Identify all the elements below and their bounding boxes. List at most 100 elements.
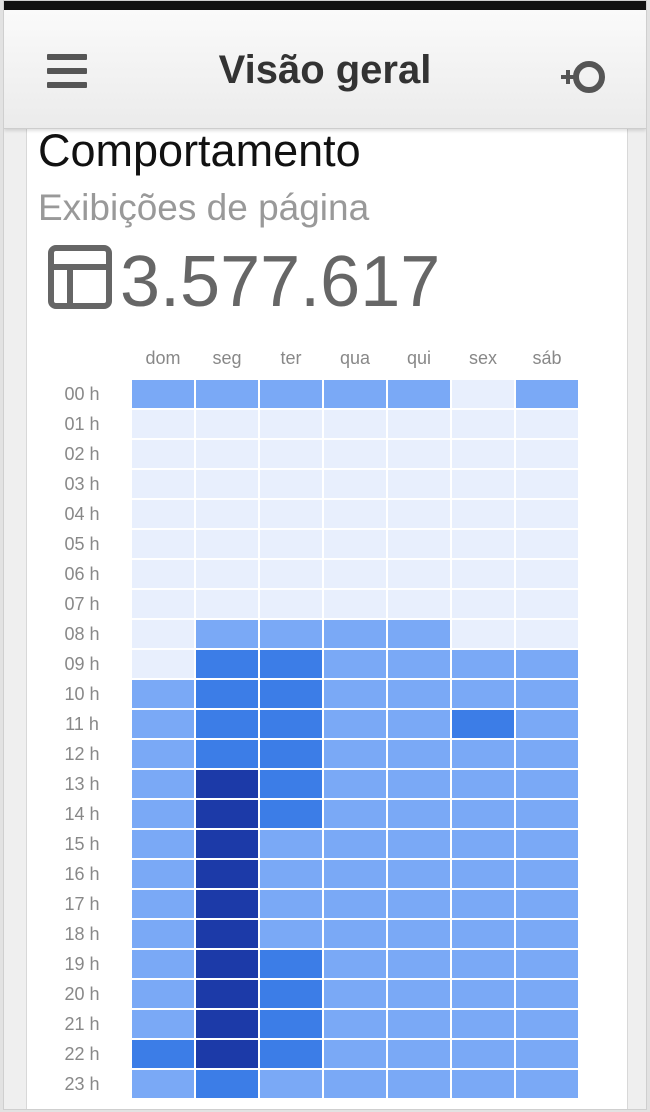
heatmap-cell[interactable] xyxy=(388,440,450,468)
heatmap-cell[interactable] xyxy=(324,740,386,768)
heatmap-cell[interactable] xyxy=(260,530,322,558)
heatmap-cell[interactable] xyxy=(196,380,258,408)
heatmap-cell[interactable] xyxy=(516,980,578,1008)
heatmap-cell[interactable] xyxy=(132,620,194,648)
heatmap-cell[interactable] xyxy=(516,920,578,948)
heatmap-cell[interactable] xyxy=(516,590,578,618)
heatmap-cell[interactable] xyxy=(260,590,322,618)
heatmap-cell[interactable] xyxy=(132,1070,194,1098)
heatmap-cell[interactable] xyxy=(452,560,514,588)
heatmap-cell[interactable] xyxy=(324,650,386,678)
heatmap-cell[interactable] xyxy=(516,560,578,588)
heatmap-cell[interactable] xyxy=(132,1010,194,1038)
heatmap-cell[interactable] xyxy=(452,950,514,978)
heatmap-cell[interactable] xyxy=(452,470,514,498)
heatmap-cell[interactable] xyxy=(452,650,514,678)
heatmap-cell[interactable] xyxy=(196,830,258,858)
heatmap-cell[interactable] xyxy=(196,980,258,1008)
heatmap-cell[interactable] xyxy=(260,800,322,828)
heatmap-cell[interactable] xyxy=(516,410,578,438)
heatmap-cell[interactable] xyxy=(132,470,194,498)
heatmap-cell[interactable] xyxy=(260,470,322,498)
heatmap-cell[interactable] xyxy=(516,800,578,828)
heatmap-cell[interactable] xyxy=(132,980,194,1008)
heatmap-cell[interactable] xyxy=(516,710,578,738)
heatmap-cell[interactable] xyxy=(260,890,322,918)
heatmap-cell[interactable] xyxy=(324,860,386,888)
heatmap-cell[interactable] xyxy=(132,410,194,438)
heatmap-cell[interactable] xyxy=(388,680,450,708)
heatmap-cell[interactable] xyxy=(196,890,258,918)
heatmap-cell[interactable] xyxy=(388,500,450,528)
heatmap-cell[interactable] xyxy=(132,590,194,618)
heatmap-cell[interactable] xyxy=(324,680,386,708)
heatmap-cell[interactable] xyxy=(196,860,258,888)
heatmap-cell[interactable] xyxy=(132,920,194,948)
heatmap-cell[interactable] xyxy=(132,770,194,798)
heatmap-cell[interactable] xyxy=(132,950,194,978)
heatmap-cell[interactable] xyxy=(196,470,258,498)
heatmap-cell[interactable] xyxy=(260,950,322,978)
heatmap-cell[interactable] xyxy=(260,740,322,768)
heatmap-cell[interactable] xyxy=(324,560,386,588)
heatmap-cell[interactable] xyxy=(516,770,578,798)
hamburger-menu-icon[interactable] xyxy=(47,54,87,88)
heatmap-cell[interactable] xyxy=(452,860,514,888)
heatmap-cell[interactable] xyxy=(260,770,322,798)
heatmap-cell[interactable] xyxy=(132,680,194,708)
heatmap-cell[interactable] xyxy=(324,770,386,798)
heatmap-cell[interactable] xyxy=(132,830,194,858)
heatmap-cell[interactable] xyxy=(260,920,322,948)
heatmap-cell[interactable] xyxy=(388,950,450,978)
heatmap-cell[interactable] xyxy=(260,1070,322,1098)
add-widget-icon[interactable] xyxy=(559,57,609,97)
heatmap-cell[interactable] xyxy=(196,530,258,558)
heatmap-cell[interactable] xyxy=(388,920,450,948)
heatmap-cell[interactable] xyxy=(324,830,386,858)
heatmap-cell[interactable] xyxy=(324,440,386,468)
heatmap-cell[interactable] xyxy=(516,1070,578,1098)
heatmap-cell[interactable] xyxy=(452,920,514,948)
heatmap-cell[interactable] xyxy=(260,1040,322,1068)
heatmap-cell[interactable] xyxy=(132,500,194,528)
heatmap-cell[interactable] xyxy=(196,410,258,438)
heatmap-cell[interactable] xyxy=(324,410,386,438)
heatmap-cell[interactable] xyxy=(324,710,386,738)
heatmap-cell[interactable] xyxy=(516,950,578,978)
heatmap-cell[interactable] xyxy=(260,650,322,678)
heatmap-cell[interactable] xyxy=(132,860,194,888)
heatmap-cell[interactable] xyxy=(324,920,386,948)
heatmap-cell[interactable] xyxy=(324,500,386,528)
heatmap-cell[interactable] xyxy=(452,890,514,918)
heatmap-cell[interactable] xyxy=(516,500,578,528)
heatmap-cell[interactable] xyxy=(452,1070,514,1098)
heatmap-cell[interactable] xyxy=(324,620,386,648)
heatmap-cell[interactable] xyxy=(388,650,450,678)
heatmap-cell[interactable] xyxy=(516,470,578,498)
heatmap-cell[interactable] xyxy=(132,890,194,918)
heatmap-cell[interactable] xyxy=(452,980,514,1008)
heatmap-cell[interactable] xyxy=(452,530,514,558)
heatmap-cell[interactable] xyxy=(132,710,194,738)
heatmap-cell[interactable] xyxy=(388,770,450,798)
heatmap-cell[interactable] xyxy=(196,650,258,678)
heatmap-cell[interactable] xyxy=(388,980,450,1008)
heatmap-cell[interactable] xyxy=(196,800,258,828)
heatmap-cell[interactable] xyxy=(132,530,194,558)
heatmap-cell[interactable] xyxy=(452,500,514,528)
heatmap-cell[interactable] xyxy=(388,800,450,828)
heatmap-cell[interactable] xyxy=(132,800,194,828)
heatmap-cell[interactable] xyxy=(388,830,450,858)
heatmap-cell[interactable] xyxy=(388,1010,450,1038)
heatmap-cell[interactable] xyxy=(452,440,514,468)
heatmap-cell[interactable] xyxy=(388,740,450,768)
heatmap-cell[interactable] xyxy=(452,590,514,618)
heatmap-cell[interactable] xyxy=(196,1070,258,1098)
heatmap-cell[interactable] xyxy=(452,380,514,408)
heatmap-cell[interactable] xyxy=(324,890,386,918)
heatmap-cell[interactable] xyxy=(452,410,514,438)
heatmap-cell[interactable] xyxy=(452,620,514,648)
heatmap-cell[interactable] xyxy=(324,470,386,498)
heatmap-cell[interactable] xyxy=(516,890,578,918)
heatmap-cell[interactable] xyxy=(260,620,322,648)
